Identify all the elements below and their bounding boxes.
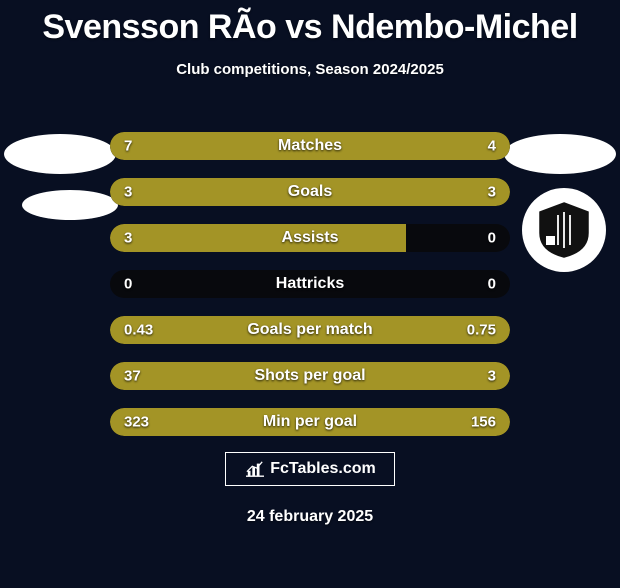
stat-row: Hattricks 0 0 xyxy=(110,270,510,298)
stat-row: Shots per goal 37 3 xyxy=(110,362,510,390)
stat-value-left: 3 xyxy=(124,184,132,201)
player1-club-logo-1 xyxy=(4,134,116,174)
player2-club-logo-2 xyxy=(522,188,606,272)
stat-row: Assists 3 0 xyxy=(110,224,510,252)
stat-value-left: 7 xyxy=(124,138,132,155)
stat-label: Goals per match xyxy=(247,321,372,339)
comparison-bars: Matches 7 4 Goals 3 3 Assists 3 0 Hattricks 0 0 Goal… xyxy=(110,132,510,454)
stat-row: Min per goal 323 156 xyxy=(110,408,510,436)
player1-club-logo-2 xyxy=(22,190,118,220)
stat-label: Goals xyxy=(288,183,332,201)
stat-value-right: 0 xyxy=(488,276,496,293)
stat-value-left: 37 xyxy=(124,368,141,385)
stat-label: Matches xyxy=(278,137,342,155)
stat-bar-right xyxy=(310,178,510,206)
stat-label: Assists xyxy=(282,229,339,247)
stat-value-left: 3 xyxy=(124,230,132,247)
stat-bar-left xyxy=(110,224,406,252)
brand-badge: FcTables.com xyxy=(225,452,395,486)
stat-value-left: 0 xyxy=(124,276,132,293)
stat-row: Matches 7 4 xyxy=(110,132,510,160)
player2-club-logo-1 xyxy=(504,134,616,174)
stat-value-right: 156 xyxy=(471,414,496,431)
stat-value-right: 3 xyxy=(488,368,496,385)
chart-icon xyxy=(244,460,266,478)
stat-value-left: 0.43 xyxy=(124,322,153,339)
stat-bar-left xyxy=(110,178,310,206)
page-title: Svensson RÃo vs Ndembo-Michel xyxy=(0,8,620,47)
stat-value-left: 323 xyxy=(124,414,149,431)
stat-value-right: 0.75 xyxy=(467,322,496,339)
stat-label: Min per goal xyxy=(263,413,357,431)
brand-text: FcTables.com xyxy=(270,460,376,478)
shield-icon xyxy=(534,200,594,260)
stat-value-right: 4 xyxy=(488,138,496,155)
stat-value-right: 0 xyxy=(488,230,496,247)
stat-label: Hattricks xyxy=(276,275,344,293)
subtitle: Club competitions, Season 2024/2025 xyxy=(0,61,620,78)
stat-value-right: 3 xyxy=(488,184,496,201)
stat-row: Goals per match 0.43 0.75 xyxy=(110,316,510,344)
stat-row: Goals 3 3 xyxy=(110,178,510,206)
date-label: 24 february 2025 xyxy=(0,508,620,526)
stat-label: Shots per goal xyxy=(254,367,365,385)
